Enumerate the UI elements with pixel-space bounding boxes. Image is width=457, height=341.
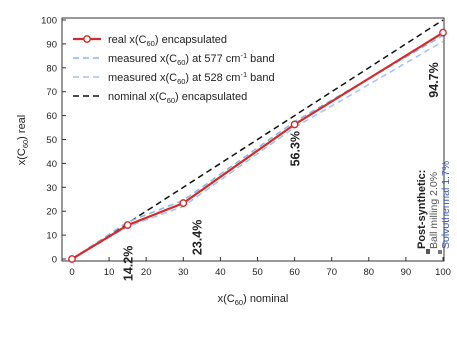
data-label: 56.3% <box>289 131 303 166</box>
legend: real x(C60) encapsulated measured x(C60) … <box>73 34 275 105</box>
y-tick-label: 90 <box>46 39 57 50</box>
ball-milling-marker <box>426 249 430 254</box>
data-point <box>123 221 132 229</box>
x-tick-label: 50 <box>252 267 263 278</box>
x-axis-label: x(C60) nominal <box>218 293 289 307</box>
y-axis-ticks: 0 10 20 30 40 50 60 70 80 90 100 <box>41 16 66 266</box>
x-tick-label: 40 <box>215 267 226 278</box>
y-tick-label: 50 <box>46 135 57 146</box>
marker-layer <box>68 28 447 263</box>
y-axis-label: x(C60) real <box>16 115 30 166</box>
x-tick-label: 0 <box>69 267 74 278</box>
data-point <box>68 255 76 263</box>
y-tick-label: 40 <box>46 159 57 170</box>
solvothermal-marker <box>438 250 442 254</box>
data-label: 14.2% <box>122 246 136 281</box>
legend-label: measured x(C60) at 528 cm-1 band <box>108 70 275 86</box>
data-point <box>290 120 299 129</box>
y-tick-label: 70 <box>46 87 57 98</box>
legend-label: measured x(C60) at 577 cm-1 band <box>108 51 275 67</box>
x-tick-label: 90 <box>401 267 412 278</box>
data-label: 94.7% <box>427 62 441 97</box>
annotation-layer: 14.2% 23.4% 56.3% 94.7% <box>122 62 441 281</box>
y-tick-label: 100 <box>41 16 57 27</box>
y-tick-label: 80 <box>46 63 57 74</box>
solvothermal-label: Solvothermal 1.7% <box>440 161 452 249</box>
y-tick-label: 60 <box>46 111 57 122</box>
post-synthetic-title: Post-synthetic: <box>416 170 428 249</box>
ball-milling-label: Ball milling 2.0% <box>428 172 440 249</box>
x-tick-label: 20 <box>141 267 152 278</box>
x-axis-ticks: 0 10 20 30 40 50 60 70 80 90 100 <box>69 257 451 278</box>
data-label: 23.4% <box>190 220 204 255</box>
y-tick-label: 30 <box>46 183 57 194</box>
x-tick-label: 30 <box>178 267 189 278</box>
y-tick-label: 0 <box>52 255 57 266</box>
legend-label: nominal x(C60) encapsulated <box>108 91 247 105</box>
x-tick-label: 80 <box>364 267 375 278</box>
x-tick-label: 100 <box>435 267 451 278</box>
x-tick-label: 70 <box>326 267 337 278</box>
y-tick-label: 10 <box>46 231 57 242</box>
post-synthetic-note: Post-synthetic: Ball milling 2.0% Solvot… <box>416 161 452 254</box>
data-point <box>439 28 447 37</box>
legend-label: real x(C60) encapsulated <box>108 34 227 48</box>
data-point <box>179 199 188 207</box>
x-tick-label: 10 <box>104 267 115 278</box>
y-tick-label: 20 <box>46 207 57 218</box>
legend-marker <box>83 35 91 43</box>
x-tick-label: 60 <box>289 267 300 278</box>
